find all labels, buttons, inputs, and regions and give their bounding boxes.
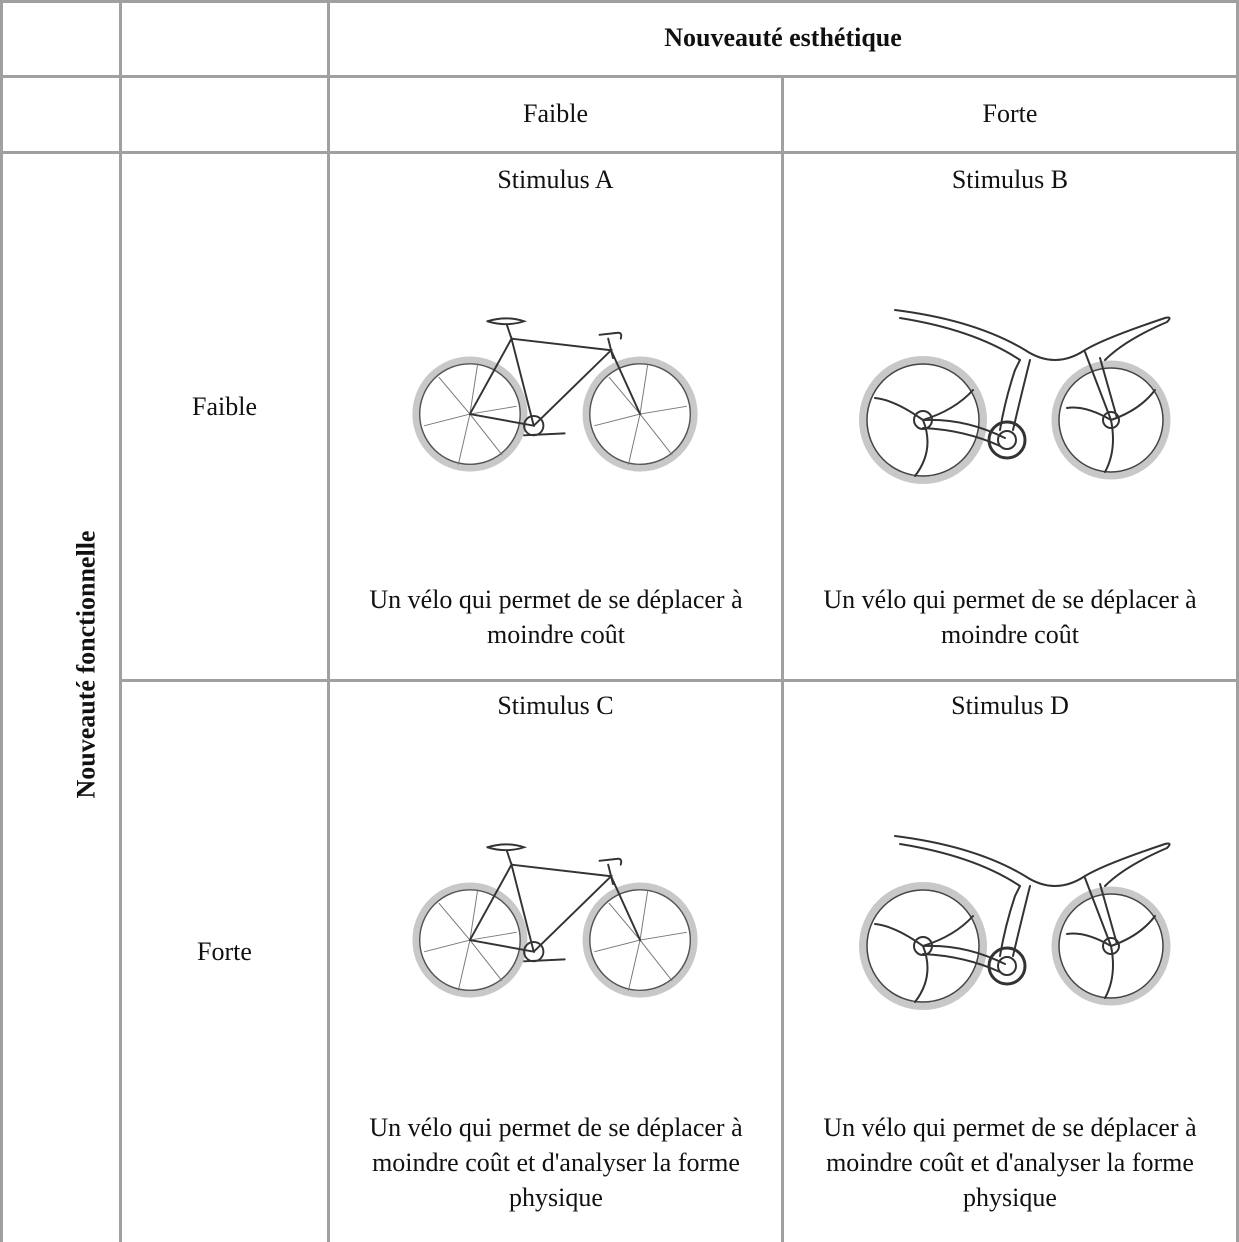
border bbox=[0, 0, 3, 1242]
stimulus-label: Stimulus A bbox=[497, 165, 614, 194]
row-header: Nouveauté fonctionnelle bbox=[71, 530, 101, 799]
column-level: Faible bbox=[523, 99, 588, 128]
border bbox=[0, 151, 1239, 154]
border bbox=[327, 0, 330, 1242]
stimulus-label: Stimulus D bbox=[951, 691, 1069, 720]
stimulus-label: Stimulus C bbox=[497, 691, 614, 720]
bike-classic bbox=[410, 300, 700, 474]
stimulus-label: Stimulus B bbox=[951, 165, 1069, 194]
border bbox=[781, 76, 784, 1242]
bike-futuristic bbox=[855, 816, 1175, 1016]
column-header: Nouveauté esthétique bbox=[664, 23, 902, 52]
column-level: Forte bbox=[982, 99, 1038, 128]
border bbox=[1236, 0, 1239, 1242]
bike-classic bbox=[410, 826, 700, 1000]
description: Un vélo qui permet de se déplacer à moin… bbox=[369, 585, 743, 649]
row-level: Faible bbox=[192, 392, 257, 421]
description: Un vélo qui permet de se déplacer à moin… bbox=[369, 1113, 743, 1212]
description: Un vélo qui permet de se déplacer à moin… bbox=[823, 585, 1197, 649]
border bbox=[0, 0, 1239, 3]
description: Un vélo qui permet de se déplacer à moin… bbox=[823, 1113, 1197, 1212]
border bbox=[119, 0, 122, 1242]
bike-futuristic bbox=[855, 290, 1175, 490]
border bbox=[0, 75, 1239, 78]
border bbox=[119, 679, 1239, 682]
row-level: Forte bbox=[197, 937, 252, 966]
